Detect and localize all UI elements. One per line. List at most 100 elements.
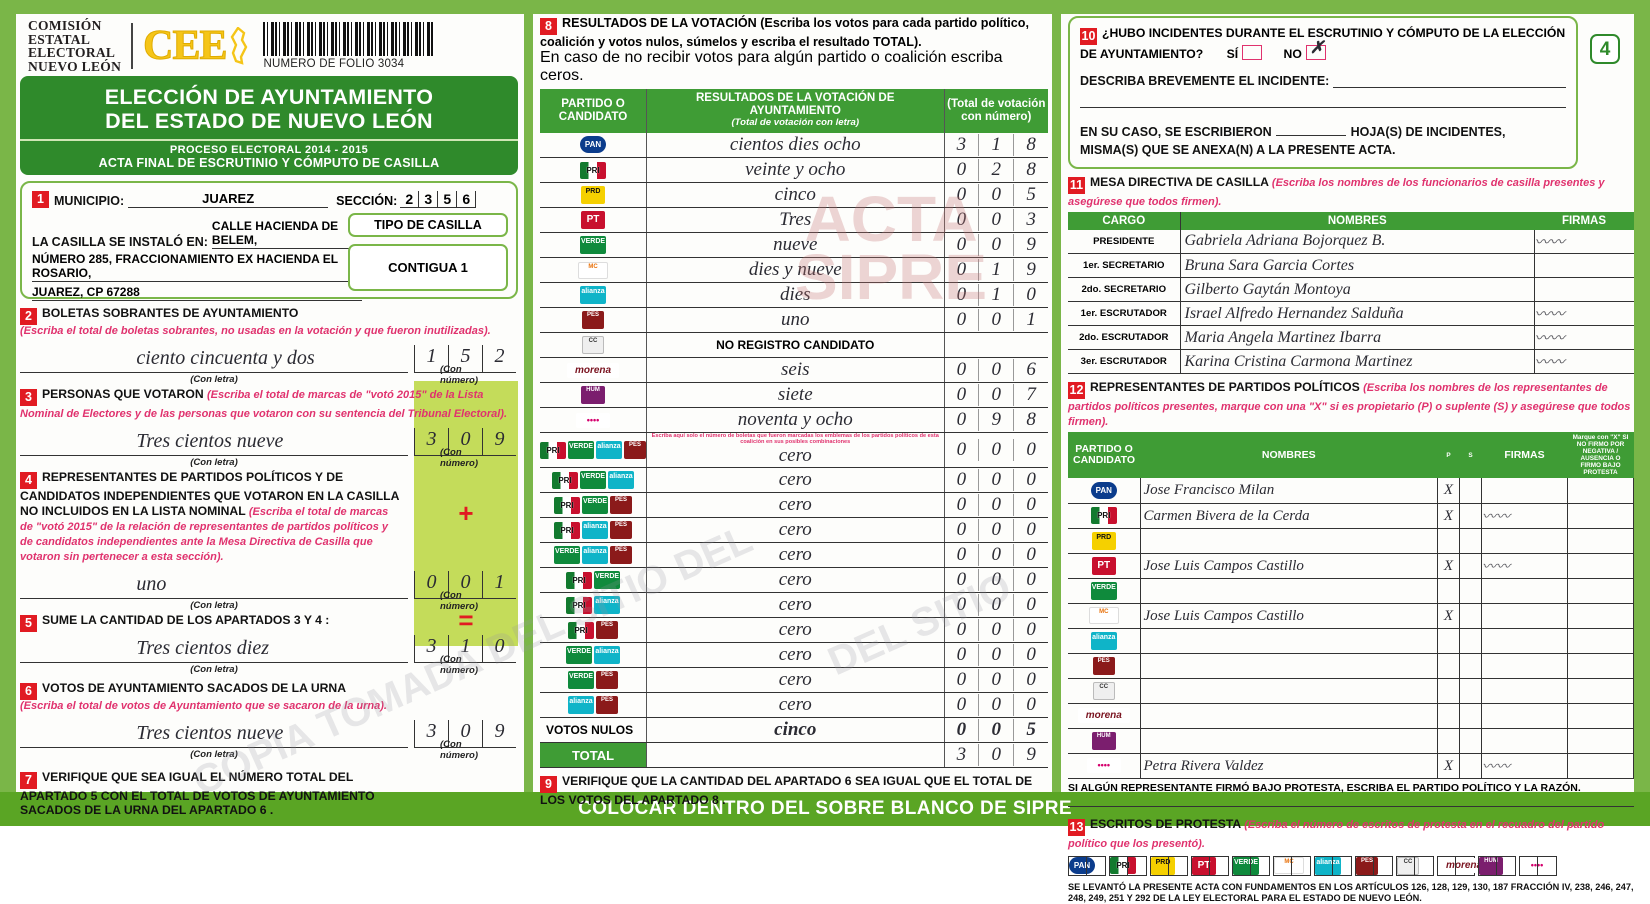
digit-cell[interactable]: 9 [482, 719, 516, 748]
digit-cell[interactable]: 0 [979, 359, 1015, 381]
rep-firma-field[interactable] [1481, 678, 1568, 704]
incident-field-2[interactable] [1080, 91, 1566, 108]
digit-cell[interactable]: 9 [482, 428, 516, 456]
seccion-digit[interactable]: 2 [400, 191, 420, 208]
vote-numero-cell[interactable] [943, 332, 1048, 358]
protesta-box-verde[interactable]: VERDE [1232, 855, 1270, 876]
vote-letra-cell[interactable]: cero [646, 567, 944, 593]
rep-propietario-mark[interactable] [1437, 528, 1460, 554]
digit-cell[interactable]: 0 [945, 439, 980, 461]
digit-cell[interactable]: 9 [1026, 234, 1036, 255]
protesta-box-pt[interactable]: PT [1191, 855, 1229, 876]
rep-firma-field[interactable] [1481, 653, 1568, 679]
protesta-box-cc[interactable]: CC [1396, 855, 1434, 876]
rep-firma-field[interactable]: 〰〰 [1481, 553, 1568, 579]
rep-propietario-mark[interactable] [1437, 653, 1460, 679]
protesta-box-hum[interactable]: HUM [1478, 855, 1516, 876]
nombre-field[interactable]: Israel Alfredo Hernandez Salduña [1180, 301, 1535, 326]
section-5-letra-field[interactable]: Tres cientos diez (Con letra) [20, 635, 408, 675]
vote-letra-cell[interactable]: cero [646, 642, 944, 668]
vote-letra-cell[interactable]: cero [646, 667, 944, 693]
digit-cell[interactable]: 8 [1026, 133, 1036, 155]
rep-propietario-mark[interactable] [1437, 703, 1460, 729]
rep-firma-field[interactable] [1481, 728, 1568, 754]
digit-cell[interactable]: 0 [945, 694, 980, 716]
protesta-count-field[interactable] [1209, 856, 1228, 875]
protesta-box-pna[interactable]: alianza [1314, 855, 1352, 876]
digit-cell[interactable]: 0 [945, 284, 980, 306]
rep-firma-field[interactable] [1481, 478, 1568, 504]
digit-cell[interactable]: 0 [979, 209, 1015, 231]
digit-cell[interactable]: 2 [979, 159, 1015, 181]
rep-nombre-field[interactable] [1140, 528, 1438, 554]
rep-propietario-mark[interactable]: X [1437, 478, 1460, 504]
digit-cell[interactable]: 0 [448, 719, 482, 748]
vote-letra-cell[interactable]: seis [646, 357, 944, 383]
digit-cell[interactable]: 0 [945, 519, 980, 541]
rep-suplente-mark[interactable] [1459, 628, 1482, 654]
rep-protesta-mark[interactable] [1567, 678, 1634, 704]
digit-cell[interactable]: 0 [979, 309, 1015, 331]
rep-protesta-mark[interactable] [1567, 753, 1634, 779]
digit-cell[interactable]: 0 [1026, 594, 1036, 615]
digit-cell[interactable]: 0 [945, 184, 980, 206]
municipio-value[interactable]: JUAREZ [128, 191, 329, 208]
rep-nombre-field[interactable]: Jose Francisco Milan [1140, 478, 1438, 504]
vote-letra-cell[interactable]: dies [646, 282, 944, 308]
digit-cell[interactable]: 3 [1026, 209, 1036, 230]
protesta-box-pes[interactable]: PES [1355, 855, 1393, 876]
vote-letra-cell[interactable]: cero [646, 467, 944, 493]
digit-cell[interactable]: 0 [945, 359, 980, 381]
tipo-casilla-value[interactable]: CONTIGUA 1 [348, 244, 508, 291]
rep-propietario-mark[interactable] [1437, 678, 1460, 704]
rep-protesta-mark[interactable] [1567, 603, 1634, 629]
digit-cell[interactable]: 0 [979, 519, 1015, 541]
digit-cell[interactable]: 0 [945, 594, 980, 616]
digit-cell[interactable]: 0 [1026, 619, 1036, 640]
vote-letra-cell[interactable]: uno [646, 307, 944, 333]
firma-field[interactable]: 〰〰 [1534, 229, 1634, 254]
rep-nombre-field[interactable] [1140, 628, 1438, 654]
rep-protesta-mark[interactable] [1567, 728, 1634, 754]
digit-cell[interactable]: 3 [414, 634, 448, 663]
digit-cell[interactable]: 1 [979, 133, 1015, 156]
digit-cell[interactable]: 1 [482, 570, 516, 599]
rep-propietario-mark[interactable] [1437, 628, 1460, 654]
digit-cell[interactable]: 0 [945, 719, 980, 741]
seccion-digit[interactable]: 5 [438, 191, 458, 208]
vote-letra-cell[interactable]: cientos dies ocho [646, 132, 944, 158]
digit-cell[interactable]: 0 [1026, 494, 1036, 515]
digit-cell[interactable]: 0 [414, 570, 448, 599]
rep-firma-field[interactable]: 〰〰 [1481, 503, 1568, 529]
incident-field-1[interactable] [1333, 74, 1566, 88]
rep-protesta-mark[interactable] [1567, 703, 1634, 729]
rep-protesta-mark[interactable] [1567, 503, 1634, 529]
protesta-count-field[interactable] [1455, 856, 1474, 875]
digit-cell[interactable]: 9 [1026, 744, 1036, 765]
vote-letra-cell[interactable]: dies y nueve [646, 257, 944, 283]
rep-propietario-mark[interactable] [1437, 578, 1460, 604]
digit-cell[interactable]: 8 [1026, 409, 1036, 430]
digit-cell[interactable]: 0 [1026, 519, 1036, 540]
rep-protesta-mark[interactable] [1567, 528, 1634, 554]
digit-cell[interactable]: 0 [945, 469, 980, 491]
address-line-3[interactable]: JUAREZ, CP 67288 [32, 282, 362, 301]
rep-firma-field[interactable] [1481, 603, 1568, 629]
section-3-numero-field[interactable]: 3 0 9 (Con número) [414, 428, 518, 469]
rep-suplente-mark[interactable] [1459, 553, 1482, 579]
rep-protesta-mark[interactable] [1567, 653, 1634, 679]
rep-protesta-mark[interactable] [1567, 578, 1634, 604]
section-3-letra-field[interactable]: Tres cientos nueve (Con letra) [20, 428, 408, 468]
digit-cell[interactable]: 0 [448, 428, 482, 456]
rep-propietario-mark[interactable] [1437, 728, 1460, 754]
firma-field[interactable] [1534, 277, 1634, 302]
section-4-numero-field[interactable]: 0 0 1 (Con número) [414, 570, 518, 612]
digit-cell[interactable]: 3 [945, 133, 980, 156]
firma-field[interactable] [1534, 253, 1634, 278]
